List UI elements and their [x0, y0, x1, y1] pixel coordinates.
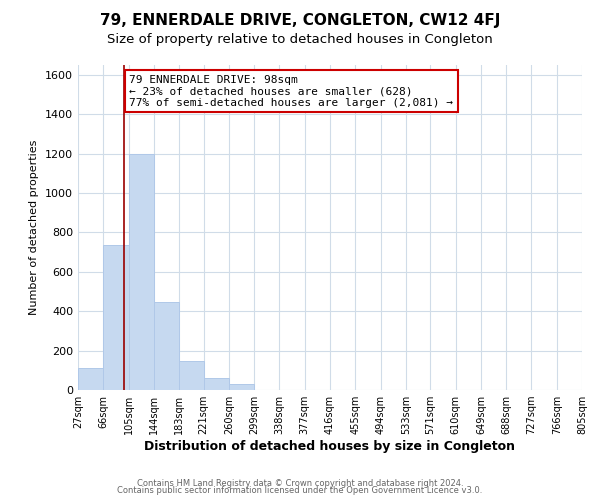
- Bar: [78, 368, 103, 390]
- Bar: [128, 154, 154, 390]
- Y-axis label: Number of detached properties: Number of detached properties: [29, 140, 40, 315]
- Bar: [103, 245, 128, 390]
- Text: 79, ENNERDALE DRIVE, CONGLETON, CW12 4FJ: 79, ENNERDALE DRIVE, CONGLETON, CW12 4FJ: [100, 12, 500, 28]
- Bar: [203, 378, 229, 390]
- X-axis label: Distribution of detached houses by size in Congleton: Distribution of detached houses by size …: [145, 440, 515, 453]
- Bar: [179, 362, 203, 390]
- Text: Contains public sector information licensed under the Open Government Licence v3: Contains public sector information licen…: [118, 486, 482, 495]
- Bar: [154, 302, 179, 390]
- Text: Size of property relative to detached houses in Congleton: Size of property relative to detached ho…: [107, 32, 493, 46]
- Text: 79 ENNERDALE DRIVE: 98sqm
← 23% of detached houses are smaller (628)
77% of semi: 79 ENNERDALE DRIVE: 98sqm ← 23% of detac…: [129, 75, 453, 108]
- Bar: [229, 384, 254, 390]
- Text: Contains HM Land Registry data © Crown copyright and database right 2024.: Contains HM Land Registry data © Crown c…: [137, 478, 463, 488]
